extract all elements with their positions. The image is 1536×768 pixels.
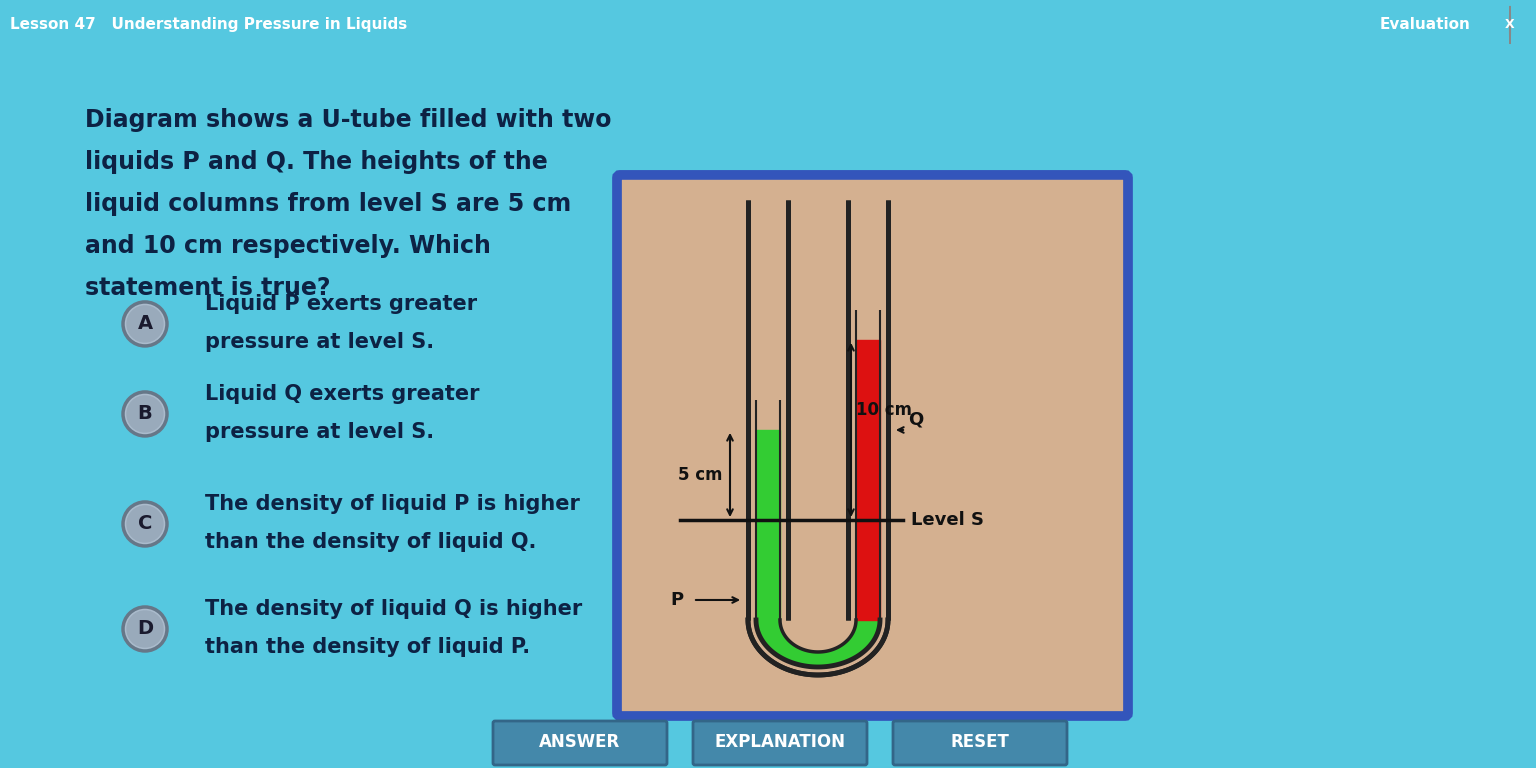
- Circle shape: [123, 607, 167, 651]
- Circle shape: [127, 396, 163, 432]
- Text: pressure at level S.: pressure at level S.: [204, 422, 435, 442]
- Text: P: P: [670, 591, 684, 609]
- Text: 5 cm: 5 cm: [677, 466, 722, 484]
- Text: statement is true?: statement is true?: [84, 276, 330, 300]
- Text: Liquid Q exerts greater: Liquid Q exerts greater: [204, 384, 479, 404]
- Circle shape: [123, 392, 167, 436]
- Circle shape: [127, 506, 163, 542]
- Text: liquid columns from level S are 5 cm: liquid columns from level S are 5 cm: [84, 192, 571, 216]
- Circle shape: [127, 611, 163, 647]
- Text: A: A: [137, 314, 152, 333]
- FancyBboxPatch shape: [493, 721, 667, 765]
- Text: D: D: [137, 620, 154, 638]
- FancyBboxPatch shape: [693, 721, 866, 765]
- Text: X: X: [1505, 18, 1514, 31]
- Text: 10 cm: 10 cm: [856, 401, 912, 419]
- Circle shape: [123, 502, 167, 546]
- Text: Level S: Level S: [911, 511, 985, 529]
- Circle shape: [123, 302, 167, 346]
- Text: Evaluation: Evaluation: [1379, 18, 1471, 32]
- FancyBboxPatch shape: [892, 721, 1068, 765]
- Text: and 10 cm respectively. Which: and 10 cm respectively. Which: [84, 234, 492, 258]
- Text: Q: Q: [908, 411, 923, 429]
- Text: RESET: RESET: [951, 733, 1009, 751]
- Text: The density of liquid Q is higher: The density of liquid Q is higher: [204, 599, 582, 619]
- Text: than the density of liquid Q.: than the density of liquid Q.: [204, 532, 536, 552]
- Polygon shape: [756, 620, 880, 667]
- Text: Liquid P exerts greater: Liquid P exerts greater: [204, 294, 478, 314]
- Text: ANSWER: ANSWER: [539, 733, 621, 751]
- Text: Lesson 47   Understanding Pressure in Liquids: Lesson 47 Understanding Pressure in Liqu…: [11, 18, 407, 32]
- Text: than the density of liquid P.: than the density of liquid P.: [204, 637, 530, 657]
- Text: pressure at level S.: pressure at level S.: [204, 332, 435, 352]
- Text: The density of liquid P is higher: The density of liquid P is higher: [204, 494, 581, 514]
- FancyBboxPatch shape: [617, 175, 1127, 716]
- Text: EXPLANATION: EXPLANATION: [714, 733, 845, 751]
- Text: Diagram shows a U-tube filled with two: Diagram shows a U-tube filled with two: [84, 108, 611, 132]
- Text: B: B: [138, 405, 152, 423]
- Text: C: C: [138, 515, 152, 534]
- Circle shape: [127, 306, 163, 342]
- Text: liquids P and Q. The heights of the: liquids P and Q. The heights of the: [84, 150, 548, 174]
